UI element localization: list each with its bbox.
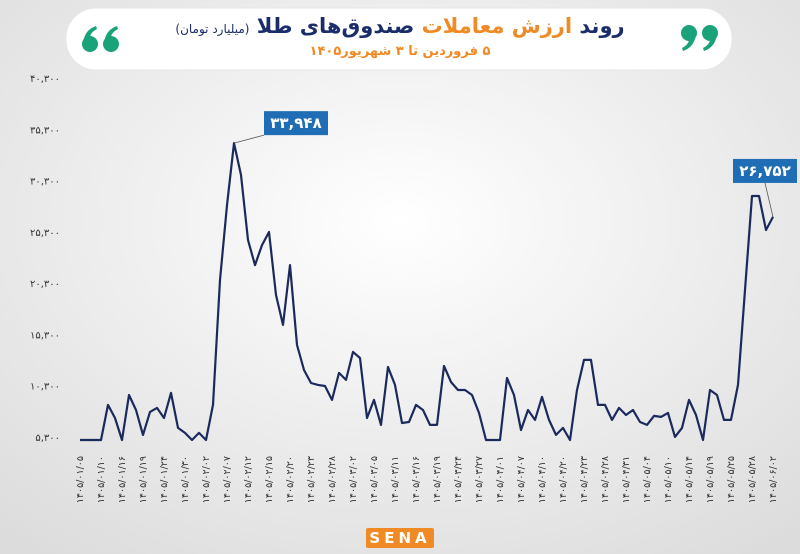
x-tick-label: ۱۴۰۵/۰۳/۲۷	[474, 456, 485, 503]
title-unit: (میلیارد تومان)	[175, 22, 250, 36]
x-tick-label: ۱۴۰۵/۰۴/۰۱	[495, 456, 506, 503]
y-tick-label: ۱۰,۳۰۰	[30, 382, 60, 393]
line-series	[80, 142, 774, 442]
plot-area: ۵,۳۰۰ ۱۰,۳۰۰ ۱۵,۳۰۰ ۲۰,۳۰۰ ۲۵,۳۰۰ ۳۰,۳۰۰ ۳۵,۳۰…	[30, 74, 797, 503]
header: روند ارزش معاملات صندوق‌های طلا (میلیارد…	[110, 12, 690, 61]
x-tick-label: ۱۴۰۵/۰۴/۱۰	[537, 456, 548, 503]
quote-right	[681, 25, 718, 51]
callout-line	[764, 182, 774, 218]
x-tick-label: ۱۴۰۵/۰۴/۲۳	[579, 456, 590, 503]
title-highlight: ارزش معاملات	[421, 14, 573, 38]
x-tick-label: ۱۴۰۵/۰۱/۱۹	[138, 456, 149, 503]
chart-title: روند ارزش معاملات صندوق‌های طلا (میلیارد…	[110, 12, 690, 43]
y-tick-label: ۲۰,۳۰۰	[30, 279, 60, 290]
callout-box	[264, 111, 328, 136]
x-tick-label: ۱۴۰۵/۰۱/۱۶	[117, 456, 128, 503]
y-tick-label: ۴۰,۳۰۰	[30, 74, 60, 85]
logo-box	[366, 528, 434, 548]
x-tick-label: ۱۴۰۵/۰۵/۱۰	[663, 456, 674, 503]
x-tick-label: ۱۴۰۵/۰۵/۱۹	[705, 456, 716, 503]
header-box	[65, 7, 733, 71]
quote-left	[82, 26, 119, 52]
x-tick-label: ۱۴۰۵/۰۲/۲۰	[285, 456, 296, 503]
x-tick-label: ۱۴۰۵/۰۵/۲۸	[747, 456, 758, 503]
x-tick-label: ۱۴۰۵/۰۳/۰۲	[348, 456, 359, 503]
x-tick-label: ۱۴۰۵/۰۶/۰۲	[768, 456, 779, 503]
title-end: صندوق‌های طلا	[256, 14, 415, 38]
x-tick-label: ۱۴۰۵/۰۵/۲۵	[726, 456, 737, 503]
x-tick-label: ۱۴۰۵/۰۵/۱۴	[684, 456, 695, 503]
x-tick-label: ۱۴۰۵/۰۳/۱۹	[432, 456, 443, 503]
x-tick-label: ۱۴۰۵/۰۲/۲۸	[327, 456, 338, 503]
x-tick-label: ۱۴۰۵/۰۱/۲۴	[159, 456, 170, 503]
x-tick-label: ۱۴۰۵/۰۱/۳۰	[180, 456, 191, 503]
x-tick-label: ۱۴۰۵/۰۲/۱۲	[243, 456, 254, 503]
x-tick-label: ۱۴۰۵/۰۴/۲۰	[558, 456, 569, 503]
x-tick-label: ۱۴۰۵/۰۱/۱۰	[96, 456, 107, 503]
title-start: روند	[579, 14, 625, 38]
y-tick-label: ۱۵,۳۰۰	[30, 330, 60, 341]
y-tick-label: ۲۵,۳۰۰	[30, 228, 60, 239]
x-tick-label: ۱۴۰۵/۰۴/۰۷	[516, 456, 527, 503]
x-tick-label: ۱۴۰۵/۰۲/۲۳	[306, 456, 317, 503]
x-tick-label: ۱۴۰۵/۰۳/۱۶	[411, 456, 422, 503]
y-tick-label: ۵,۳۰۰	[35, 433, 60, 444]
x-tick-label: ۱۴۰۵/۰۳/۱۱	[390, 456, 401, 503]
x-tick-label: ۱۴۰۵/۰۴/۲۸	[600, 456, 611, 503]
callout-line	[233, 134, 265, 144]
y-tick-label: ۳۰,۳۰۰	[30, 177, 60, 188]
x-tick-label: ۱۴۰۵/۰۳/۲۴	[453, 456, 464, 503]
x-tick-label: ۱۴۰۵/۰۵/۰۴	[642, 456, 653, 503]
x-tick-label: ۱۴۰۵/۰۲/۱۵	[264, 456, 275, 503]
x-tick-label: ۱۴۰۵/۰۴/۳۱	[621, 456, 632, 503]
chart-subtitle: ۵ فروردین تا ۳ شهریور۱۴۰۵	[309, 44, 491, 59]
x-tick-label: ۱۴۰۵/۰۲/۰۷	[222, 456, 233, 503]
callout-box	[733, 158, 797, 183]
x-tick-label: ۱۴۰۵/۰۲/۰۲	[201, 456, 212, 503]
logo: SENA	[369, 529, 430, 547]
x-tick-label: ۱۴۰۵/۰۳/۰۵	[369, 456, 380, 503]
y-tick-label: ۳۵,۳۰۰	[30, 125, 60, 136]
data-label: ۲۶,۷۵۲	[739, 162, 790, 180]
data-label: ۳۳,۹۴۸	[270, 114, 321, 132]
x-tick-label: ۱۴۰۵/۰۱/۰۵	[75, 456, 86, 503]
